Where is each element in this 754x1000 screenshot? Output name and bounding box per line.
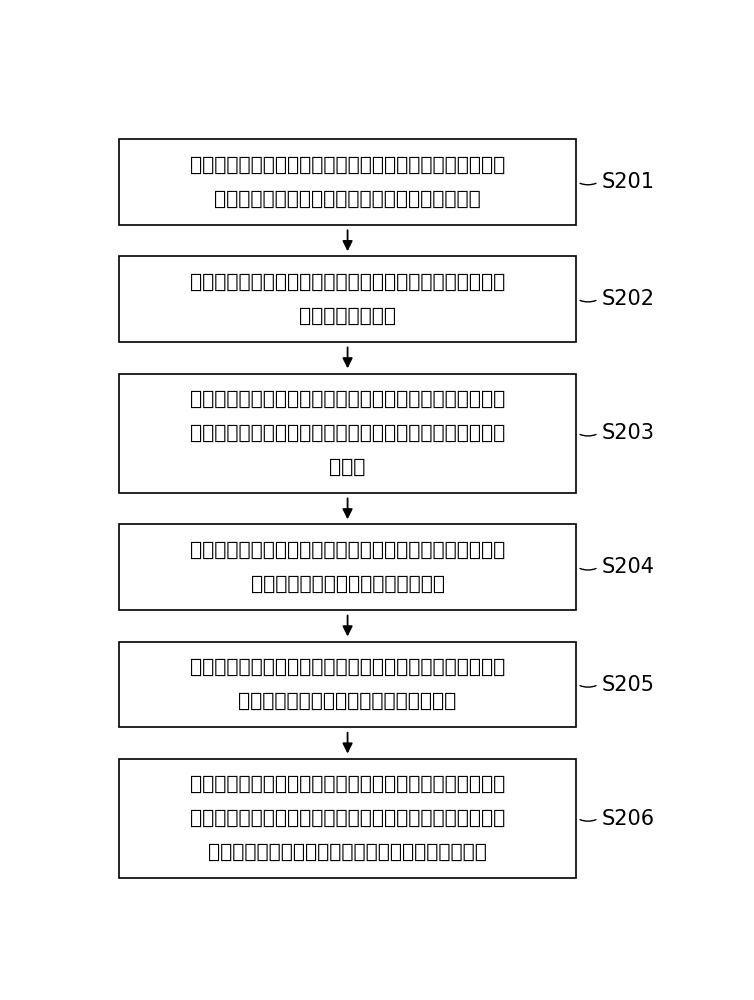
- Text: 调压阀流阻特性曲线，计算燃料电池系统的电堆阴极空气压: 调压阀流阻特性曲线，计算燃料电池系统的电堆阴极空气压: [190, 424, 505, 443]
- Text: 根据电堆阴极空气压力范围和空气需求流量，计算燃料电池: 根据电堆阴极空气压力范围和空气需求流量，计算燃料电池: [190, 658, 505, 677]
- Bar: [119, 256, 576, 342]
- Text: S202: S202: [602, 289, 654, 309]
- Text: S203: S203: [602, 423, 654, 443]
- Text: 基于空气需求流量、预设空气路流阻压损量以及预设空气路: 基于空气需求流量、预设空气路流阻压损量以及预设空气路: [190, 390, 505, 409]
- Text: 力范围: 力范围: [329, 458, 366, 477]
- Bar: [119, 139, 576, 225]
- Text: 系统在标定环境压力下的空压机转速范围: 系统在标定环境压力下的空压机转速范围: [238, 692, 457, 711]
- Text: 依据预设电流密度和目标电堆空气计量比，计算燃料电池系: 依据预设电流密度和目标电堆空气计量比，计算燃料电池系: [190, 273, 505, 292]
- Bar: [119, 642, 576, 727]
- Text: 度和用于表征电堆空气入堆压力以及电堆电压之间关系的电: 度和用于表征电堆空气入堆压力以及电堆电压之间关系的电: [190, 809, 505, 828]
- Text: 统的空气需求流量: 统的空气需求流量: [299, 307, 396, 326]
- Bar: [119, 374, 576, 493]
- Bar: [119, 524, 576, 610]
- Text: 料电池系统的电堆阳极氢气压力范围: 料电池系统的电堆阳极氢气压力范围: [250, 575, 445, 594]
- Text: 根据空压机转速范围、电堆阴极空气压力范围、预设电流密: 根据空压机转速范围、电堆阴极空气压力范围、预设电流密: [190, 775, 505, 794]
- Text: 环境压力中预设电流密度下的目标电堆空气计量比: 环境压力中预设电流密度下的目标电堆空气计量比: [214, 190, 481, 209]
- Text: S201: S201: [602, 172, 654, 192]
- Text: S206: S206: [602, 809, 654, 829]
- Text: S204: S204: [602, 557, 654, 577]
- Text: 根据电堆阴极空气压力范围和预设阳极压力偏置量，计算燃: 根据电堆阴极空气压力范围和预设阳极压力偏置量，计算燃: [190, 541, 505, 560]
- Bar: [119, 759, 576, 878]
- Text: S205: S205: [602, 675, 654, 695]
- Text: 堆特性曲线，计算燃料电池系统的系统输出功率范围: 堆特性曲线，计算燃料电池系统的系统输出功率范围: [208, 843, 487, 862]
- Text: 根据预设电堆阴极标准操作条件，确定燃料电池系统在标定: 根据预设电堆阴极标准操作条件，确定燃料电池系统在标定: [190, 156, 505, 175]
